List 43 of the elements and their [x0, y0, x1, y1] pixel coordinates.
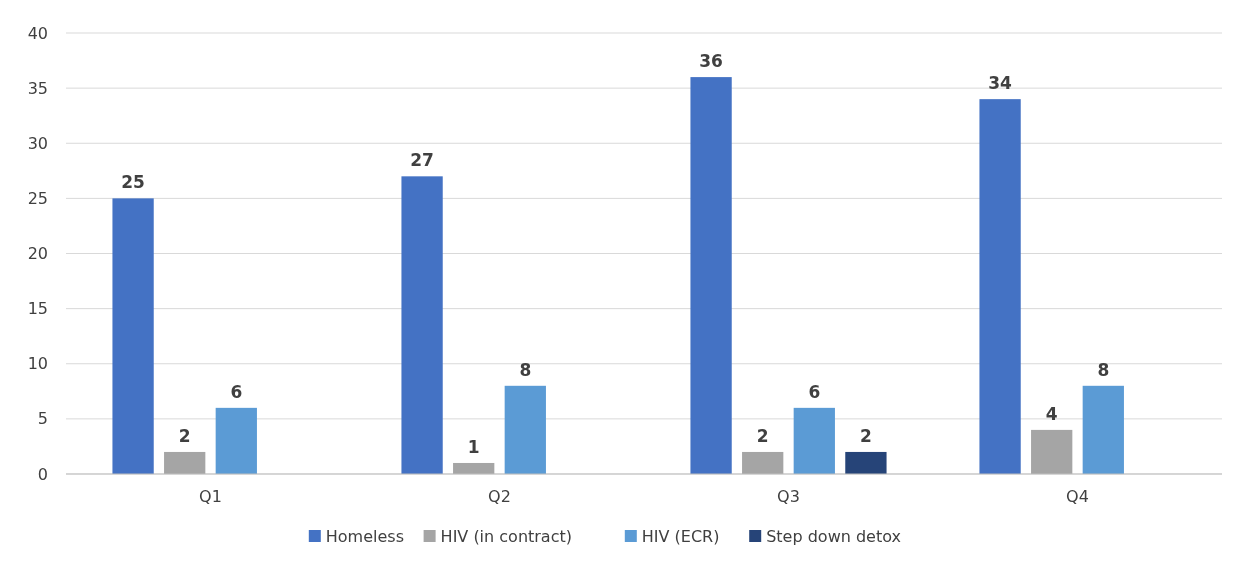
data-label: 2	[178, 425, 191, 446]
legend-label: Step down detox	[766, 526, 902, 546]
x-tick-label: Q3	[777, 487, 800, 506]
y-tick-label: 5	[37, 409, 48, 429]
data-label: 34	[988, 73, 1013, 94]
legend-label: HIV (in contract)	[440, 526, 572, 546]
data-label: 6	[230, 381, 243, 402]
data-label: 6	[808, 381, 821, 402]
y-tick-label: 35	[27, 78, 48, 98]
data-label: 25	[121, 172, 145, 193]
y-tick-label: 0	[37, 464, 48, 484]
bar	[742, 451, 784, 474]
data-label: 1	[467, 436, 480, 457]
bar	[215, 407, 257, 474]
bar	[979, 99, 1021, 474]
bar	[793, 407, 835, 474]
legend-label: Homeless	[325, 526, 405, 546]
legend-label: HIV (ECR)	[641, 526, 720, 546]
x-tick-label: Q2	[488, 487, 511, 506]
bar	[401, 176, 443, 474]
data-label: 2	[859, 425, 872, 446]
data-label: 27	[410, 150, 434, 171]
y-tick-label: 20	[27, 244, 48, 264]
data-label: 2	[756, 425, 769, 446]
bar	[690, 77, 732, 474]
data-label: 36	[699, 51, 723, 72]
bar	[504, 385, 546, 474]
y-tick-label: 25	[27, 188, 48, 208]
bar	[845, 451, 887, 474]
y-tick-label: 30	[27, 133, 48, 153]
data-label: 8	[519, 359, 532, 380]
y-tick-label: 40	[27, 23, 48, 43]
bar	[1031, 429, 1073, 474]
y-tick-label: 10	[27, 354, 48, 374]
x-tick-label: Q4	[1066, 487, 1089, 506]
bar	[1082, 385, 1124, 474]
data-label: 4	[1045, 403, 1058, 424]
data-label: 8	[1097, 359, 1110, 380]
x-tick-label: Q1	[199, 487, 222, 506]
bar	[112, 198, 154, 474]
bar	[164, 451, 206, 474]
bar	[453, 462, 495, 474]
y-tick-label: 15	[27, 299, 48, 319]
